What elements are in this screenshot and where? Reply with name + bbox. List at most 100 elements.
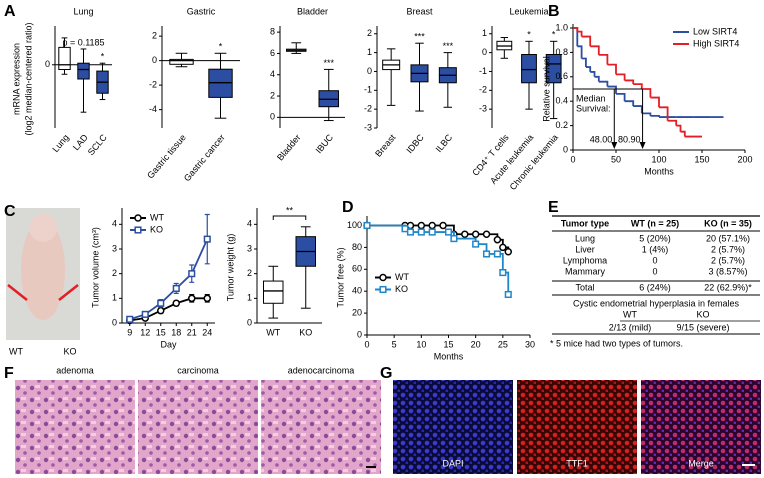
survival-step xyxy=(616,73,626,81)
x-tick-label: ILBC xyxy=(434,132,455,154)
y-axis-label: mRNA expression xyxy=(11,43,21,115)
legend-label: WT xyxy=(150,212,164,222)
marker xyxy=(428,221,436,230)
chart-title: Leukemia xyxy=(509,6,548,16)
chart-title: Breast xyxy=(406,6,433,16)
marker xyxy=(134,214,142,222)
legend-label: High SIRT4 xyxy=(693,38,739,48)
x-tick-label: 25 xyxy=(498,339,508,349)
legend-label: KO xyxy=(150,224,163,234)
table-cell: Mammary xyxy=(565,266,605,276)
x-tick-label: 15 xyxy=(443,339,453,349)
y-tick-label: 20 xyxy=(352,307,362,317)
marker xyxy=(493,250,501,258)
significance: * xyxy=(219,42,223,52)
x-tick-label: 12 xyxy=(140,327,150,337)
survival-step xyxy=(650,114,660,118)
image-caption: DAPI xyxy=(442,458,463,468)
x-tick-label: 20 xyxy=(471,339,481,349)
median-value: 48.00 xyxy=(590,134,613,144)
marker xyxy=(471,230,480,238)
y-axis-label: (log2 median-centered ratio) xyxy=(23,22,33,135)
photo-label: KO xyxy=(63,346,76,356)
x-tick-label: 0 xyxy=(570,154,575,164)
y-tick-label: 0 xyxy=(482,47,487,57)
y-tick-label: 0.4 xyxy=(555,96,568,106)
y-tick-label: -3 xyxy=(364,122,372,132)
x-tick-label: 24 xyxy=(202,327,212,337)
x-tick-label: 15 xyxy=(156,327,166,337)
y-tick-label: 0 xyxy=(367,66,372,76)
marker xyxy=(126,315,134,323)
marker xyxy=(472,240,480,248)
y-tick-label: 40 xyxy=(352,286,362,296)
y-tick-label: 2 xyxy=(270,90,275,100)
survival-step xyxy=(573,27,579,32)
y-tick-label: 4 xyxy=(270,69,275,79)
marker xyxy=(363,221,371,230)
y-tick-label: 0 xyxy=(152,55,157,65)
legend-label: KO xyxy=(395,284,408,294)
box xyxy=(263,280,284,304)
marker xyxy=(504,248,513,256)
significance: * xyxy=(101,52,105,62)
significance: * xyxy=(527,30,531,40)
x-tick-label: 150 xyxy=(694,154,709,164)
y-tick-label: 1 xyxy=(112,293,117,303)
y-tick-label: 3 xyxy=(247,243,252,253)
if-image xyxy=(517,380,637,474)
x-tick-label: 10 xyxy=(416,339,426,349)
marker xyxy=(439,221,447,230)
y-tick-label: -2 xyxy=(479,85,487,95)
survival-step xyxy=(641,112,652,116)
photo-label: WT xyxy=(9,346,23,356)
arrow-head xyxy=(639,142,646,149)
survival-step xyxy=(590,45,600,55)
panel-label: C xyxy=(4,203,16,220)
marker xyxy=(157,306,165,315)
survival-step xyxy=(667,119,678,126)
panel-label: E xyxy=(548,199,559,216)
table-cell: 0 xyxy=(652,266,657,276)
marker xyxy=(499,243,507,252)
y-tick-label: 0 xyxy=(45,59,50,69)
y-tick-label: 0.2 xyxy=(555,120,568,130)
survival-step xyxy=(676,124,682,132)
x-tick-label: IDBC xyxy=(404,132,426,155)
marker xyxy=(493,235,502,244)
survival-step xyxy=(581,57,587,68)
x-tick-label: SCLC xyxy=(86,132,109,157)
significance: ** xyxy=(286,205,294,215)
marker xyxy=(172,284,180,293)
x-tick-label: Gastric cancer xyxy=(182,132,227,183)
x-tick-label: 100 xyxy=(651,154,666,164)
marker xyxy=(172,299,180,308)
x-tick-label: WT xyxy=(266,327,280,337)
table-cell: 9/15 (severe) xyxy=(676,322,729,332)
image-caption: TTF1 xyxy=(566,458,588,468)
y-tick-label: -1 xyxy=(364,85,372,95)
y-axis-label: Relative survival xyxy=(541,56,551,122)
table-header: WT xyxy=(623,309,637,319)
x-tick-label: 50 xyxy=(611,154,621,164)
marker xyxy=(428,228,436,236)
y-axis-label: Tumor weight (g) xyxy=(225,234,235,302)
table-cell: 2 (5.7%) xyxy=(711,255,745,265)
panel-label: G xyxy=(380,365,392,382)
chart-title: Bladder xyxy=(297,6,328,16)
table-cell: Lymphoma xyxy=(563,255,607,265)
significance: *** xyxy=(414,32,425,42)
bracket xyxy=(272,215,307,220)
survival-step xyxy=(659,106,669,121)
y-tick-label: -2 xyxy=(364,104,372,114)
median-value: 80.90 xyxy=(618,134,641,144)
x-tick-label: Breast xyxy=(373,132,398,159)
marker xyxy=(450,235,458,243)
survival-step xyxy=(633,83,643,89)
marker xyxy=(499,269,507,277)
y-tick-label: -1 xyxy=(479,66,487,76)
table-header: Tumor type xyxy=(561,218,609,228)
image-caption: adenocarcinoma xyxy=(288,365,355,375)
y-tick-label: 0 xyxy=(357,329,362,339)
